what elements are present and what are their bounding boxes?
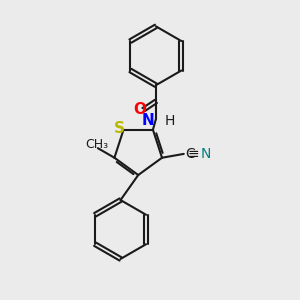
- Text: N: N: [201, 147, 211, 161]
- Text: N: N: [142, 113, 154, 128]
- Text: S: S: [114, 121, 124, 136]
- Text: O: O: [133, 102, 146, 117]
- Text: CH₃: CH₃: [85, 138, 108, 151]
- Text: C: C: [185, 147, 195, 161]
- Text: ≡: ≡: [188, 147, 199, 161]
- Text: H: H: [164, 114, 175, 128]
